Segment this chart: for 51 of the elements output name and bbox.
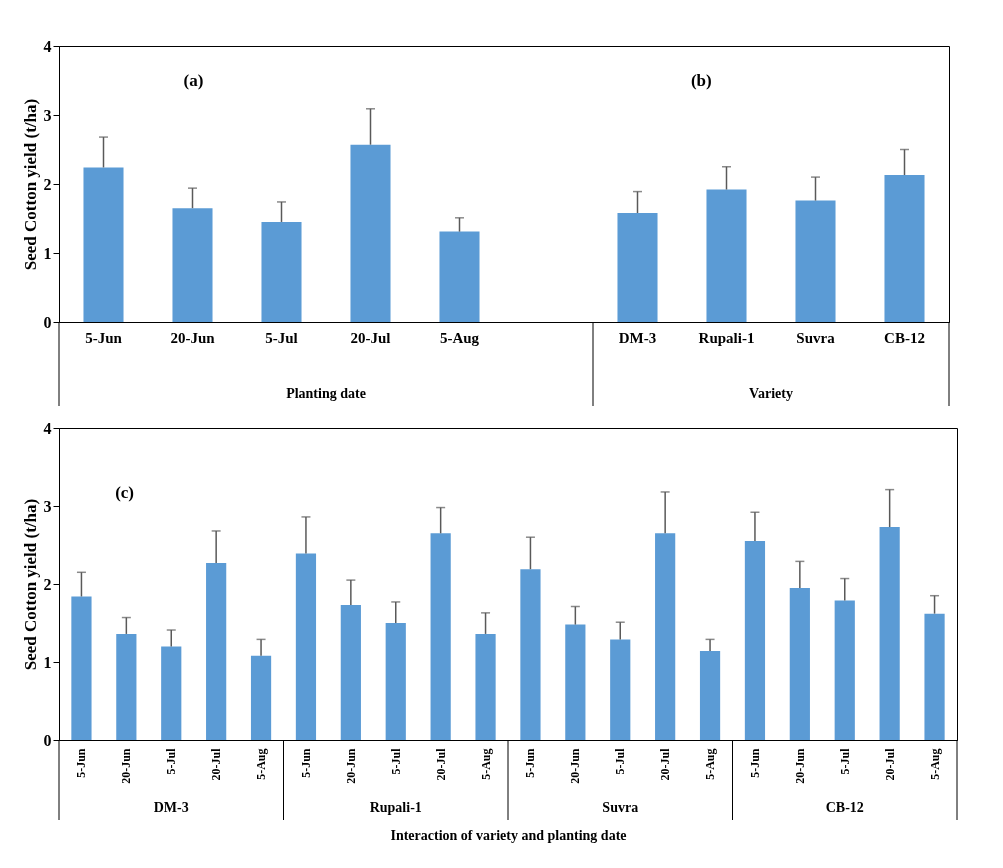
x-tick-label: 20-Jun [568, 748, 583, 784]
y-tick-label: 1 [43, 653, 52, 671]
annotation: (c) [115, 483, 134, 502]
annotation: (b) [690, 71, 712, 90]
x-tick-label: 20-Jul [350, 329, 391, 346]
x-tick-label: 5-Aug [439, 329, 480, 346]
x-tick-label: CB-12 [884, 329, 925, 346]
y-tick-label: 3 [43, 497, 52, 515]
text: Variety [749, 386, 793, 401]
x-tick-label: 5-Jun [747, 748, 762, 778]
x-tick-label: 5-Jul [388, 747, 403, 775]
y-axis-title: Seed Cotton yield (t/ha) [20, 498, 40, 671]
x-axis-title: Interaction of variety and planting date [390, 827, 627, 843]
x-tick-label: Rupali-1 [698, 329, 755, 346]
text: Planting date [286, 386, 366, 401]
x-tick-label: 5-Jul [164, 747, 179, 775]
x-tick-label: 20-Jun [792, 748, 807, 784]
x-tick-label: DM-3 [618, 329, 657, 346]
y-axis-title: Seed Cotton yield (t/ha) [20, 98, 40, 271]
y-tick-label: 1 [43, 244, 52, 262]
x-tick-label: 20-Jul [209, 747, 224, 781]
x-tick-label: 5-Aug [927, 748, 942, 780]
x-tick-label: 5-Jun [523, 748, 538, 778]
y-tick-label: 0 [43, 313, 52, 331]
x-tick-label: 20-Jun [119, 748, 134, 784]
text: DM-3 [153, 800, 189, 815]
annotation: (a) [183, 71, 204, 90]
x-tick-label: 5-Aug [703, 748, 718, 780]
x-tick-label: 5-Jul [613, 747, 628, 775]
text: CB-12 [825, 800, 864, 815]
x-tick-label: 5-Jun [85, 329, 123, 346]
y-tick-label: 4 [43, 37, 52, 55]
y-tick-label: 4 [43, 419, 52, 437]
y-tick-label: 3 [43, 106, 52, 124]
x-tick-label: 20-Jul [658, 747, 673, 781]
x-tick-label: 5-Jul [837, 747, 852, 775]
x-tick-label: Suvra [796, 329, 836, 346]
x-tick-label: 20-Jun [170, 329, 216, 346]
y-tick-label: 0 [43, 731, 52, 749]
x-tick-label: 20-Jun [343, 748, 358, 784]
x-tick-label: 5-Jun [74, 748, 89, 778]
text: Rupali-1 [369, 800, 422, 815]
y-tick-label: 2 [43, 175, 52, 193]
text: Suvra [602, 800, 639, 815]
x-tick-label: 20-Jul [433, 747, 448, 781]
x-tick-label: 5-Aug [478, 748, 493, 780]
y-tick-label: 2 [43, 575, 52, 593]
x-tick-label: 5-Aug [254, 748, 269, 780]
x-tick-label: 5-Jun [298, 748, 313, 778]
x-tick-label: 5-Jul [265, 329, 298, 346]
x-tick-label: 20-Jul [882, 747, 897, 781]
